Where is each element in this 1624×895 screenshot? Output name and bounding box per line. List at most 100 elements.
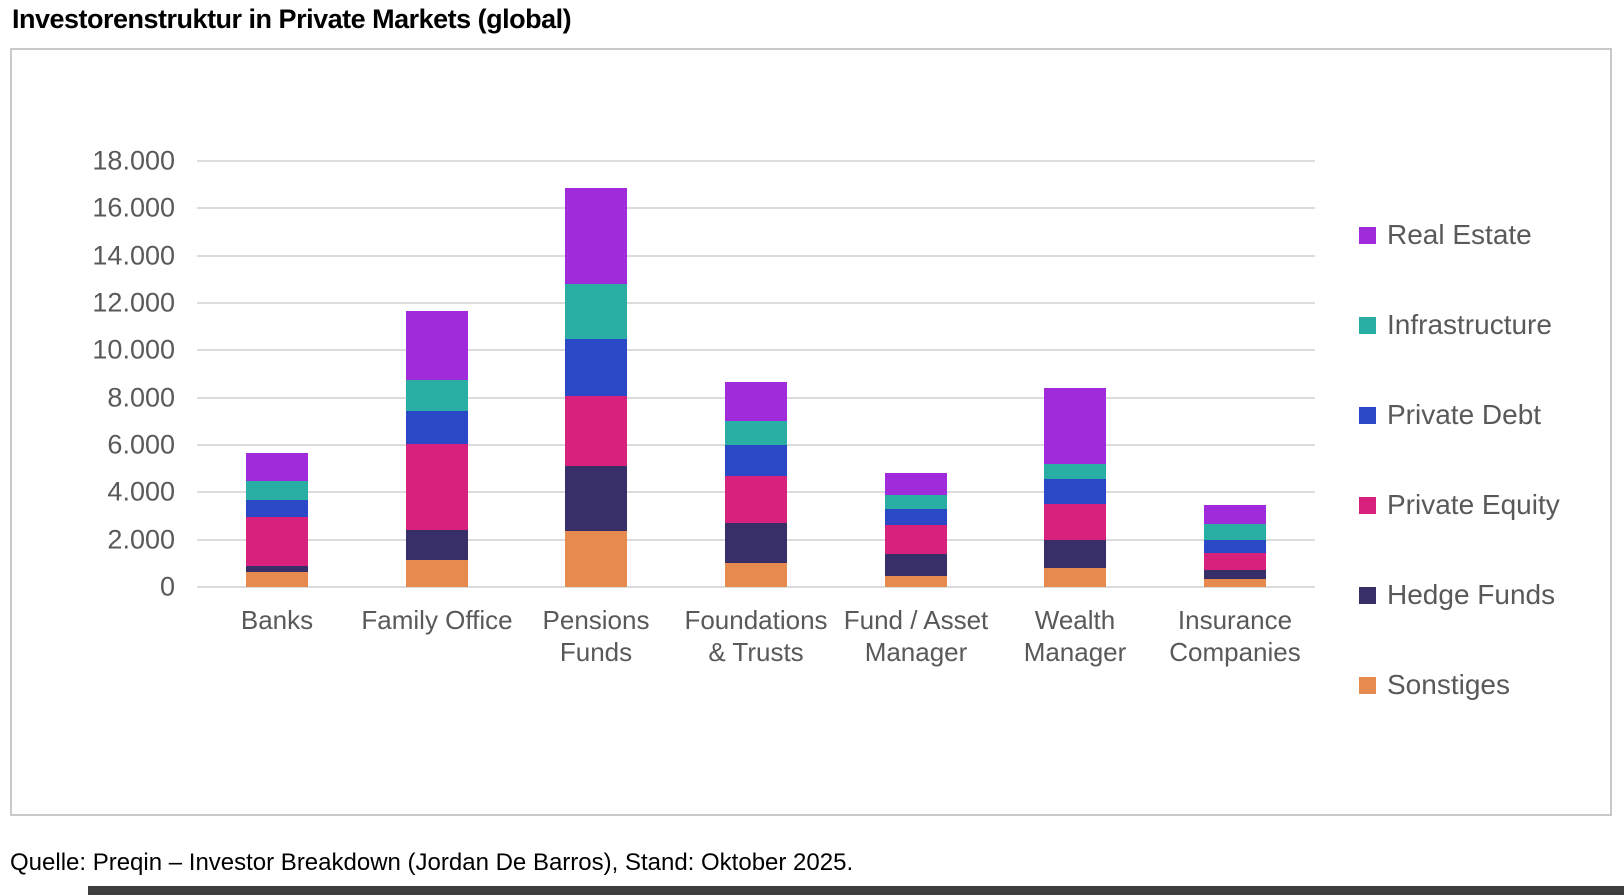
legend-item-private-debt: Private Debt [1359, 399, 1541, 431]
x-axis-label: Insurance Companies [1135, 604, 1335, 668]
bar-segment-private-debt [885, 509, 947, 525]
bar-segment-hedge-funds [725, 523, 787, 563]
bar-segment-private-equity [1044, 504, 1106, 540]
bar-segment-real-estate [565, 188, 627, 284]
bar-segment-hedge-funds [1204, 570, 1266, 579]
x-axis-label: Wealth Manager [975, 604, 1175, 668]
legend-item-private-equity: Private Equity [1359, 489, 1560, 521]
legend-swatch-icon [1359, 226, 1376, 244]
bar-segment-sonstiges [1204, 579, 1266, 587]
bar-segment-infrastructure [406, 380, 468, 411]
bar-segment-private-debt [1044, 479, 1106, 504]
bar-segment-infrastructure [1204, 524, 1266, 540]
bar-segment-real-estate [885, 473, 947, 495]
bar-segment-private-equity [1204, 553, 1266, 570]
bar-segment-private-equity [406, 444, 468, 530]
x-axis-line [197, 586, 1315, 588]
chart-plot-frame: 0 2.000 4.000 6.000 8.000 10.000 12.000 14.000 1… [10, 48, 1612, 816]
y-tick-label: 2.000 [107, 524, 175, 555]
bar-segment-hedge-funds [1044, 540, 1106, 568]
y-tick-label: 8.000 [107, 382, 175, 413]
gridline [197, 302, 1315, 304]
y-tick-label: 4.000 [107, 476, 175, 507]
page-bottom-rule [88, 886, 1624, 895]
legend-swatch-icon [1359, 316, 1376, 334]
x-axis-label: Foundations & Trusts [656, 604, 856, 668]
bar-segment-real-estate [406, 311, 468, 380]
bar-segment-hedge-funds [565, 466, 627, 531]
y-tick-label: 14.000 [92, 240, 175, 271]
bar-segment-sonstiges [885, 576, 947, 587]
x-axis-label-line: Foundations [684, 605, 828, 635]
legend-item-sonstiges: Sonstiges [1359, 669, 1510, 701]
bar-segment-real-estate [246, 453, 308, 481]
bar-segment-private-debt [565, 339, 627, 396]
x-axis-label-line: & Trusts [708, 637, 804, 667]
bar-segment-hedge-funds [246, 566, 308, 572]
bar-segment-private-equity [565, 396, 627, 466]
bar-segment-sonstiges [406, 560, 468, 587]
y-tick-label: 10.000 [92, 334, 175, 365]
chart-title: Investorenstruktur in Private Markets (g… [12, 4, 572, 34]
source-caption: Quelle: Preqin – Investor Breakdown (Jor… [10, 849, 854, 876]
bar-segment-sonstiges [565, 531, 627, 587]
gridline [197, 160, 1315, 162]
legend-swatch-icon [1359, 586, 1376, 604]
bar-segment-hedge-funds [406, 530, 468, 560]
bar-segment-infrastructure [885, 495, 947, 509]
bar-segment-real-estate [725, 382, 787, 421]
bar-segment-hedge-funds [885, 554, 947, 576]
bar-segment-infrastructure [725, 421, 787, 445]
x-axis-label: Pensions Funds [496, 604, 696, 668]
gridline [197, 207, 1315, 209]
gridline [197, 349, 1315, 351]
bar-segment-infrastructure [246, 481, 308, 500]
x-axis-label-line: Fund / Asset [843, 605, 989, 635]
legend-label: Infrastructure [1387, 309, 1552, 340]
legend-swatch-icon [1359, 496, 1376, 514]
bar-segment-infrastructure [1044, 464, 1106, 479]
legend-label: Real Estate [1387, 219, 1532, 250]
legend-label: Sonstiges [1387, 669, 1510, 700]
legend-label: Hedge Funds [1387, 579, 1556, 610]
bar-segment-infrastructure [565, 284, 627, 339]
x-axis-label-line: Pensions [542, 605, 650, 635]
y-tick-label: 6.000 [107, 429, 175, 460]
x-axis-label-line: Insurance [1177, 605, 1293, 635]
bar-segment-private-debt [1204, 540, 1266, 553]
bar-segment-private-debt [725, 445, 787, 476]
bar-segment-sonstiges [1044, 568, 1106, 587]
bar-segment-private-equity [246, 517, 308, 566]
bar-segment-sonstiges [246, 572, 308, 587]
legend-label: Private Equity [1387, 489, 1560, 520]
legend-item-real-estate: Real Estate [1359, 219, 1532, 251]
x-axis-label-line: Wealth [1034, 605, 1116, 635]
y-tick-label: 18.000 [92, 145, 175, 176]
legend-item-infrastructure: Infrastructure [1359, 309, 1552, 341]
x-axis-label-line: Manager [1023, 637, 1127, 667]
bar-segment-private-equity [885, 525, 947, 554]
x-axis-label: Family Office [337, 604, 537, 636]
bar-segment-real-estate [1044, 388, 1106, 464]
x-axis-label: Banks [177, 604, 377, 636]
legend-swatch-icon [1359, 406, 1376, 424]
gridline [197, 255, 1315, 257]
bar-segment-private-debt [246, 500, 308, 517]
x-axis-label-line: Funds [559, 637, 633, 667]
bar-segment-real-estate [1204, 505, 1266, 524]
x-axis-label-line: Companies [1169, 637, 1301, 667]
x-axis-label: Fund / Asset Manager [816, 604, 1016, 668]
y-tick-label: 16.000 [92, 192, 175, 223]
x-axis-label-line: Banks [240, 605, 314, 635]
bar-segment-sonstiges [725, 563, 787, 587]
x-axis-label-line: Family Office [361, 605, 513, 635]
legend-label: Private Debt [1387, 399, 1542, 430]
legend-swatch-icon [1359, 676, 1376, 694]
x-axis-label-line: Manager [864, 637, 968, 667]
y-tick-label: 0 [159, 571, 175, 602]
y-tick-label: 12.000 [92, 287, 175, 318]
legend-item-hedge-funds: Hedge Funds [1359, 579, 1555, 611]
bar-segment-private-debt [406, 411, 468, 444]
bar-segment-private-equity [725, 476, 787, 523]
